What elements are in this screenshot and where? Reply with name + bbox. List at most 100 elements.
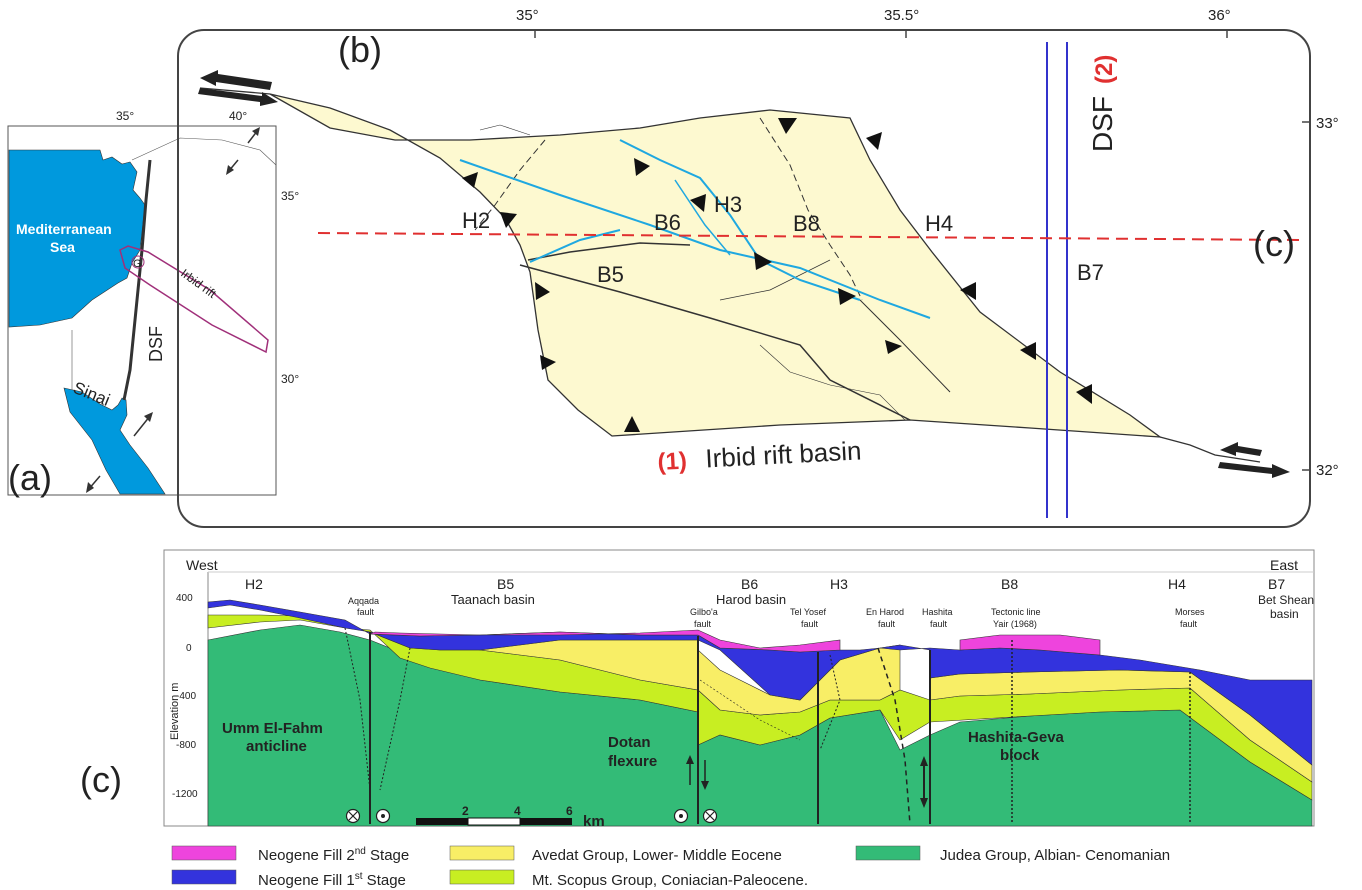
basin-title-group: (1) Irbid rift basin	[657, 435, 862, 476]
west-label: West	[186, 557, 218, 573]
thrust-triangle	[885, 340, 902, 354]
legend-label-mt-scopus: Mt. Scopus Group, Coniacian-Paleocene.	[532, 872, 808, 889]
label-b5: B5	[597, 262, 624, 287]
basin-title: Irbid rift basin	[705, 435, 862, 473]
dsf-title-group: DSF (2)	[1087, 55, 1118, 152]
thin-border-south	[759, 344, 906, 421]
section-line	[317, 232, 1301, 241]
sec-b7: B7	[1268, 576, 1285, 592]
ytick-m400: -400	[176, 691, 196, 702]
sec-b5-name: Taanach basin	[451, 592, 535, 607]
legend-label-judea: Judea Group, Albian- Cenomanian	[940, 847, 1170, 864]
legend-swatch-neogene-2nd	[171, 845, 237, 861]
sec-h4: H4	[1168, 576, 1186, 592]
dsf-number: (2)	[1091, 55, 1118, 84]
ytick-m800: -800	[176, 740, 196, 751]
hashita-arrow-head-down	[920, 798, 928, 808]
fault-aqqada-1: Aqqada	[348, 596, 379, 606]
thrust-triangle	[500, 212, 517, 228]
struct-hashita-2: block	[1000, 747, 1040, 764]
legend-swatch-avedat	[449, 845, 515, 861]
legend: Neogene Fill 2nd Stage Neogene Fill 1st …	[171, 845, 1170, 889]
dsf-inset-label: DSF	[146, 326, 166, 362]
legend-swatch-mt-scopus	[449, 869, 515, 885]
thrust-triangle	[535, 282, 550, 300]
label-b8: B8	[793, 211, 820, 236]
sec-b6-name: Harod basin	[716, 592, 786, 607]
legend-label-neogene-2nd: Neogene Fill 2nd Stage	[258, 846, 409, 864]
fault-gilboa-2: fault	[694, 619, 712, 629]
fault-b5-main	[519, 264, 911, 421]
struct-umm-1: Umm El-Fahm	[222, 720, 323, 737]
dsf-line-inset	[122, 159, 152, 401]
fault-hashita-1: Hashita	[922, 607, 953, 617]
fault-b5-north	[527, 242, 691, 261]
label-h3: H3	[714, 192, 742, 217]
panel-a-tag: (a)	[8, 457, 52, 498]
thrust-triangle	[1076, 384, 1092, 404]
irbid-rift-outline	[119, 245, 269, 354]
scale-4: 4	[514, 804, 521, 818]
ytick-m1200: -1200	[172, 789, 198, 800]
thrust-triangle	[690, 194, 706, 212]
panel-c-cross-section: 2 4 6 km West East Elevation m 400 0 -40…	[80, 549, 1315, 830]
thrust-triangle	[624, 416, 640, 432]
sec-b7-name-2: basin	[1270, 607, 1299, 621]
thin-fault-a	[699, 679, 801, 741]
fault-telyosef-2: fault	[801, 619, 819, 629]
map-lat-33: 33°	[1316, 115, 1339, 132]
panel-a-inset-map: 35° 40° 35° 30° Mediterranean Sea Irbid …	[7, 109, 299, 498]
inset-lat-30: 30°	[281, 372, 299, 386]
thrust-triangle	[540, 355, 556, 370]
thrust-triangle	[1020, 342, 1036, 360]
struct-dotan-2: flexure	[608, 753, 657, 770]
fault-morses-1: Morses	[1175, 607, 1205, 617]
out-page-dot	[381, 814, 385, 818]
panel-b-tag: (b)	[338, 29, 382, 70]
gilboa-arrow-up-head	[686, 755, 694, 764]
into-page-2-x2	[705, 811, 715, 821]
legend-swatch-judea	[855, 845, 921, 861]
arrow-sw-1-head	[226, 165, 234, 175]
inset-lat-35: 35°	[281, 189, 299, 203]
panel-b-map: 35° 35.5° 36° 33° 32°	[177, 7, 1339, 528]
thrust-triangle	[754, 252, 772, 270]
fault-tectonic-2: Yair (1968)	[993, 619, 1037, 629]
thin-border-north	[479, 124, 531, 136]
fault-enharod-1: En Harod	[866, 607, 904, 617]
dsf-map-label: DSF	[1087, 96, 1118, 152]
arrow-ne-2	[133, 415, 151, 437]
out-page-dot-2	[679, 814, 683, 818]
scale-2: 2	[462, 804, 469, 818]
sea-label: Sea	[50, 239, 75, 255]
mediterranean-label: Mediterranean	[16, 221, 112, 237]
red-sea	[63, 387, 166, 495]
gilboa-arrow-down-head	[701, 781, 709, 790]
fault-morses-2: fault	[1180, 619, 1198, 629]
basin-number: (1)	[657, 447, 688, 475]
into-page-x2	[348, 811, 358, 821]
struct-hashita-1: Hashita-Geva	[968, 729, 1065, 746]
map-lon-35: 35°	[516, 7, 539, 24]
sec-b5: B5	[497, 576, 514, 592]
border-line	[131, 137, 277, 166]
thrust-triangle	[778, 118, 797, 134]
scale-6: 6	[566, 804, 573, 818]
ylabel: Elevation m	[169, 683, 181, 740]
fault-east-extension	[1159, 436, 1261, 463]
telyosef-dotted	[819, 654, 841, 751]
sec-b7-name-1: Bet Shean	[1258, 593, 1314, 607]
thrust-triangle	[634, 158, 650, 176]
fault-h4-inner	[859, 299, 951, 393]
blue-fault-2	[529, 229, 621, 263]
arrow-ne-2-head	[144, 412, 153, 422]
legend-swatch-neogene-1st	[171, 869, 237, 885]
blue-fault-3	[619, 139, 861, 301]
thrust-triangle	[462, 172, 478, 188]
irbid-basin-polygon	[269, 93, 1163, 438]
arrow-ne-1-head	[252, 127, 260, 136]
fault-aqqada-2: fault	[357, 607, 375, 617]
inset-lon-35: 35°	[116, 109, 134, 123]
fault-b8-inner	[719, 259, 831, 301]
sec-h3: H3	[830, 576, 848, 592]
